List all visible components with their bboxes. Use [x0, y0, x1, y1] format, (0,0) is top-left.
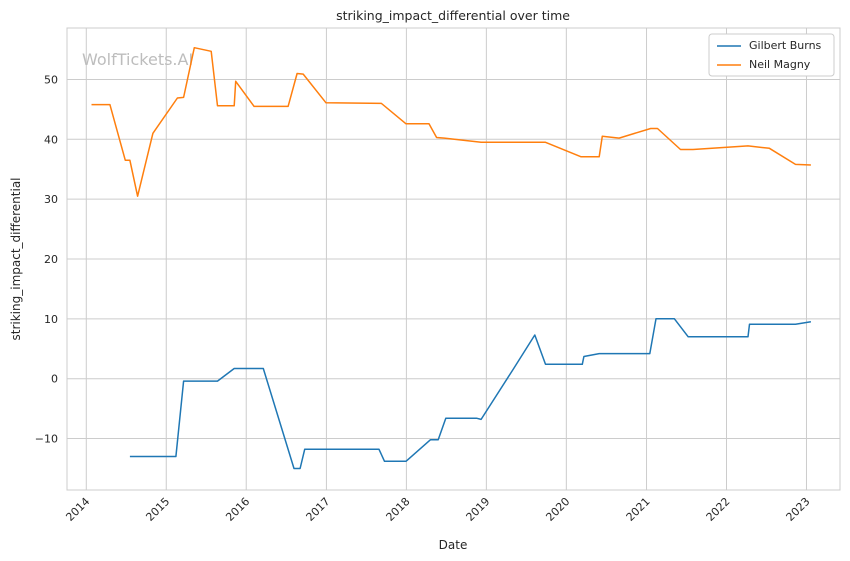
- x-axis-label: Date: [439, 538, 468, 552]
- y-tick-label: −10: [35, 433, 58, 446]
- y-tick-label: 30: [44, 193, 58, 206]
- legend-label-gilbert-burns: Gilbert Burns: [749, 39, 822, 52]
- series-lines: [91, 46, 812, 470]
- y-tick-label: 40: [44, 133, 58, 146]
- plot-frame: [66, 27, 841, 491]
- legend-label-neil-magny: Neil Magny: [749, 58, 811, 71]
- chart-title: striking_impact_differential over time: [336, 8, 570, 23]
- y-tick-label: 10: [44, 313, 58, 326]
- legend: Gilbert Burns Neil Magny: [708, 33, 835, 77]
- series-line-neil-magny: [91, 46, 811, 197]
- grid: [67, 28, 840, 490]
- y-axis-label: striking_impact_differential: [9, 177, 23, 340]
- watermark: WolfTickets.AI: [82, 50, 193, 69]
- series-line-gilbert-burns: [129, 318, 812, 470]
- y-tick-label: 0: [51, 373, 58, 386]
- y-tick-label: 20: [44, 253, 58, 266]
- y-tick-label: 50: [44, 73, 58, 86]
